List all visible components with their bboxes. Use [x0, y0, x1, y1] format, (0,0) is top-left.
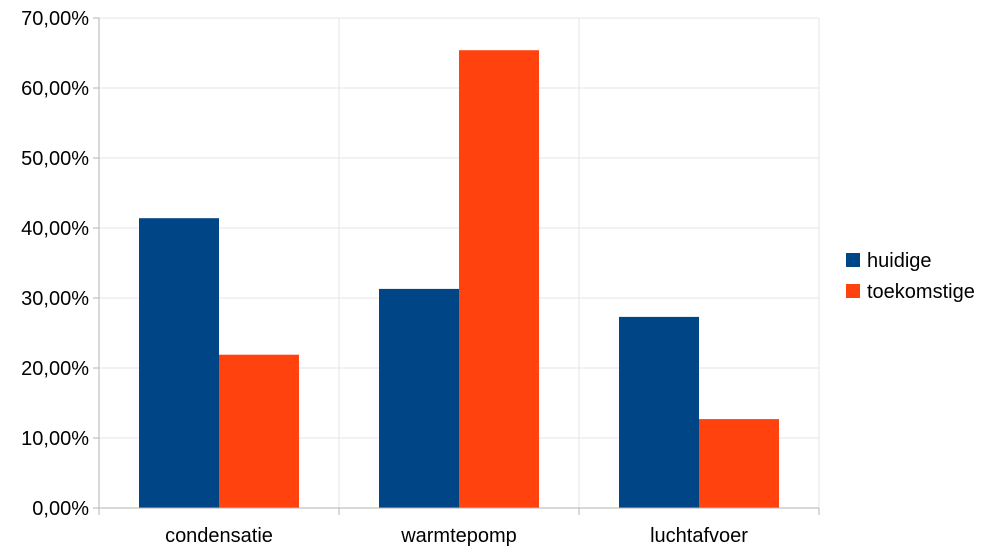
- legend-label-huidige: huidige: [867, 250, 932, 272]
- axes: [93, 17, 820, 515]
- bar-huidige-warmtepomp: [379, 288, 459, 508]
- bar-toekomstige-luchtafvoer: [699, 419, 779, 508]
- legend-swatch-huidige: [846, 253, 860, 267]
- y-axis-tick-labels: 0,00% 10,00% 20,00% 30,00% 40,00% 50,00% 60,00…: [21, 8, 89, 520]
- y-tick-label: 20,00%: [21, 358, 89, 380]
- bars: [139, 50, 779, 508]
- x-axis-tick-labels: condensatie warmtepomp luchtafvoer: [165, 525, 748, 547]
- x-tick-label: condensatie: [165, 525, 273, 547]
- x-tick-label: warmtepomp: [400, 525, 517, 547]
- bar-toekomstige-warmtepomp: [459, 50, 539, 508]
- y-tick-label: 0,00%: [32, 498, 89, 520]
- legend: huidige toekomstige: [846, 250, 975, 303]
- legend-swatch-toekomstige: [846, 284, 860, 298]
- y-tick-label: 40,00%: [21, 218, 89, 240]
- bar-toekomstige-condensatie: [219, 354, 299, 508]
- y-tick-label: 50,00%: [21, 148, 89, 170]
- x-tick-label: luchtafvoer: [650, 525, 748, 547]
- legend-label-toekomstige: toekomstige: [867, 281, 975, 303]
- bar-huidige-condensatie: [139, 218, 219, 508]
- y-tick-label: 60,00%: [21, 78, 89, 100]
- y-tick-label: 30,00%: [21, 288, 89, 310]
- bar-huidige-luchtafvoer: [619, 316, 699, 508]
- y-tick-label: 10,00%: [21, 428, 89, 450]
- y-tick-label: 70,00%: [21, 8, 89, 30]
